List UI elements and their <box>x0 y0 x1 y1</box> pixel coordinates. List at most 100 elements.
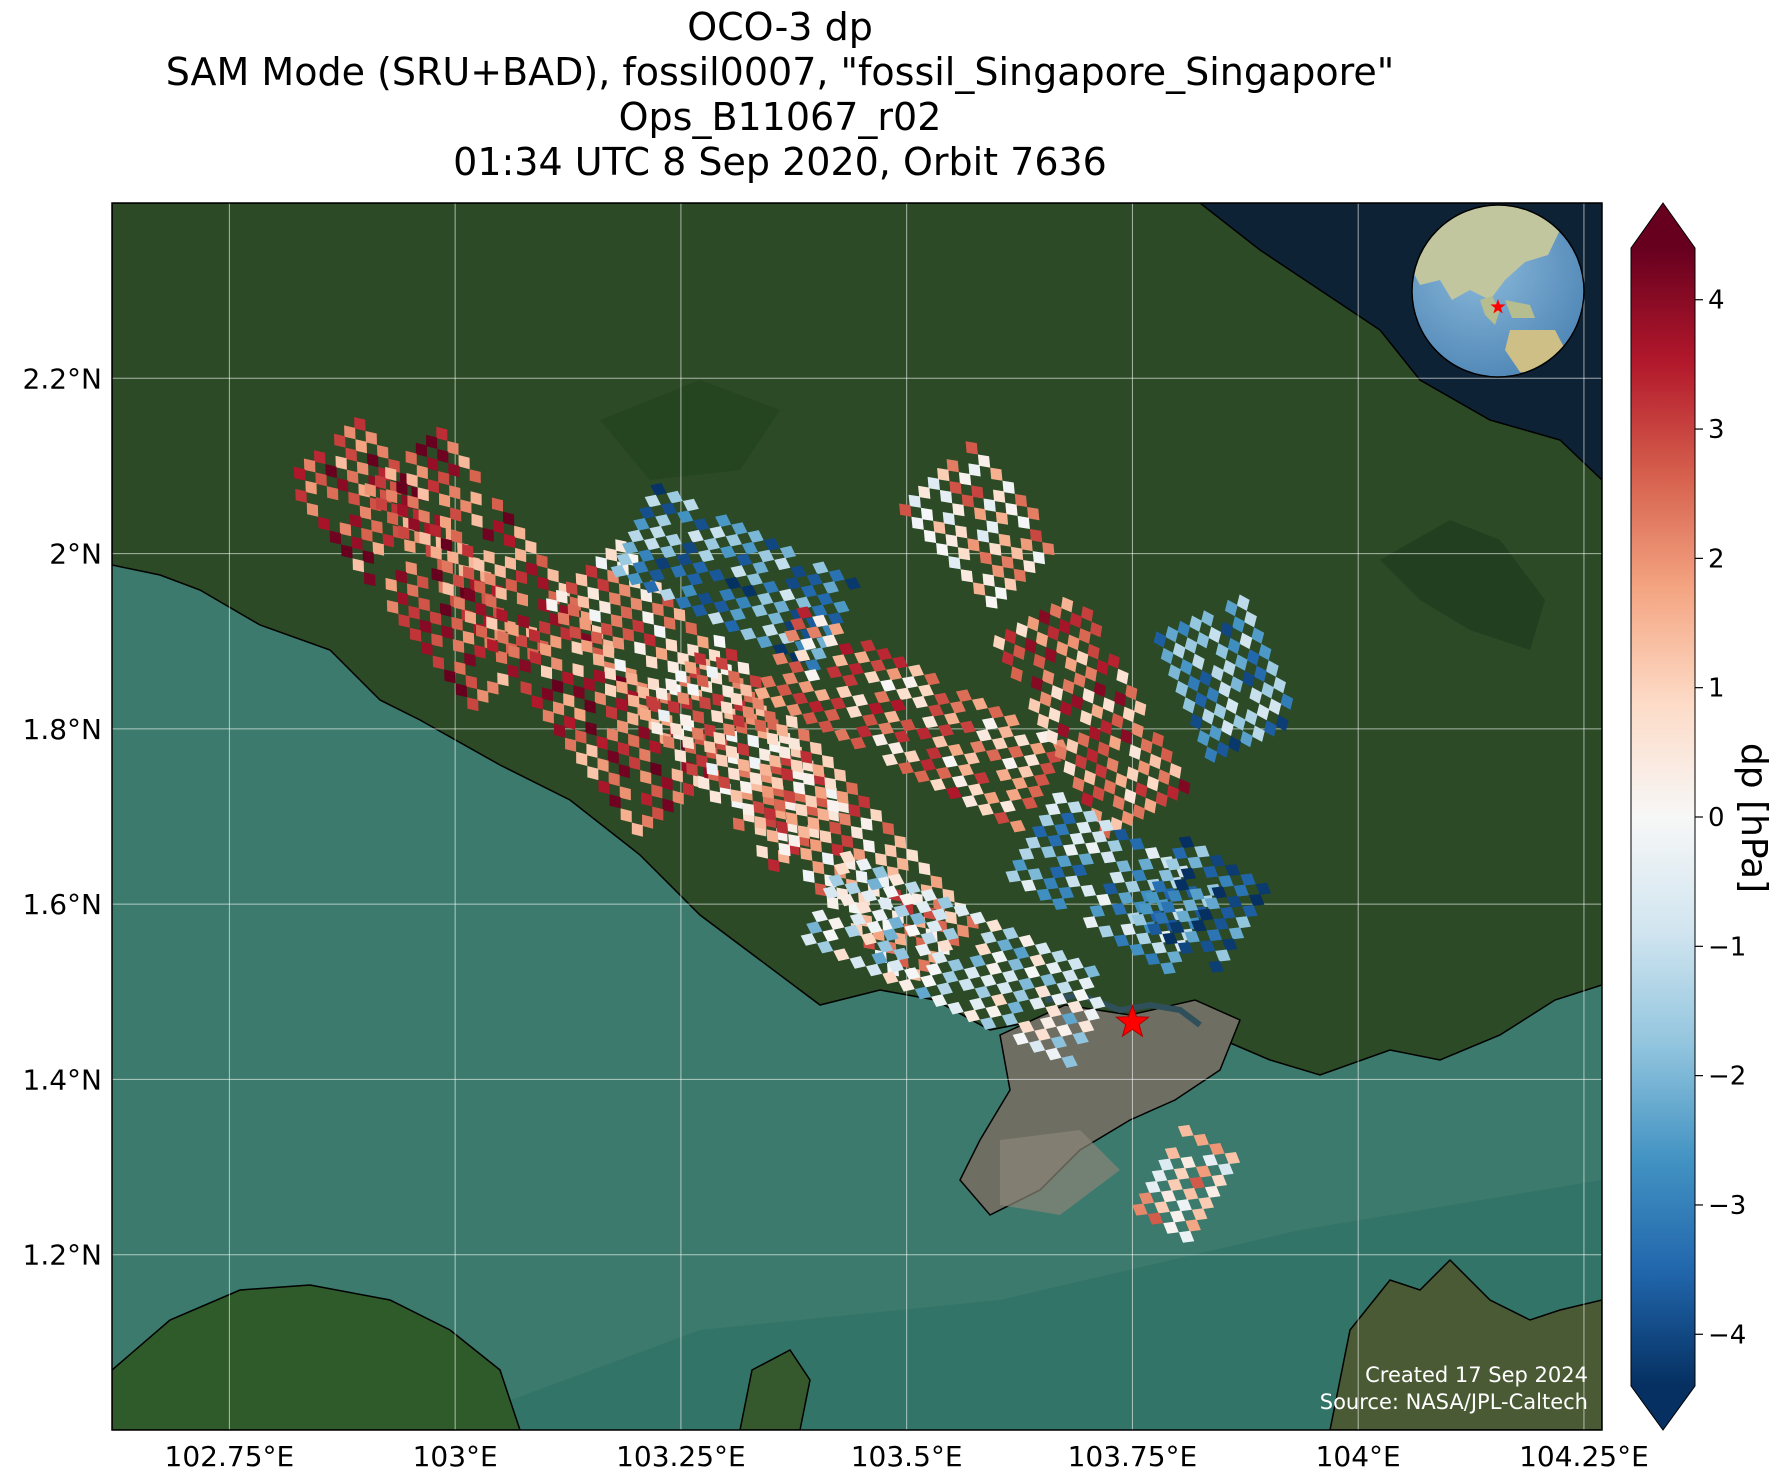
dp-pixel <box>1131 914 1147 926</box>
colorbar-outline <box>1630 202 1696 1431</box>
dp-pixel <box>862 839 875 853</box>
dp-pixel <box>318 516 330 531</box>
dp-pixel <box>776 820 789 835</box>
dp-pixel <box>387 511 399 526</box>
dp-pixel <box>553 723 565 738</box>
dp-pixel <box>616 680 628 695</box>
dp-pixel <box>1168 664 1181 681</box>
dp-pixel <box>969 740 986 754</box>
globe-outline <box>1411 204 1585 378</box>
dp-pixel <box>1061 1012 1078 1025</box>
dp-pixel <box>1131 722 1144 738</box>
dp-pixel <box>760 675 777 688</box>
singapore-urban <box>1000 1130 1120 1215</box>
dp-pixel <box>464 652 476 667</box>
dp-pixel <box>671 768 683 783</box>
dp-pixel <box>766 829 779 843</box>
dp-pixel <box>474 644 486 659</box>
dp-pixel <box>703 537 720 551</box>
dp-pixel <box>1209 1143 1225 1156</box>
dp-pixel <box>1134 700 1147 716</box>
dp-pixel <box>1234 654 1248 671</box>
chart-title-line-3: Ops_B11067_r02 <box>618 95 942 139</box>
dp-pixel <box>409 627 422 642</box>
dp-pixel <box>899 503 912 517</box>
dp-pixel <box>1048 707 1061 723</box>
dp-pixel <box>759 747 771 762</box>
dp-pixel <box>741 584 758 598</box>
dp-pixel <box>858 795 871 809</box>
dp-pixel <box>920 758 936 772</box>
dp-pixel <box>880 679 896 692</box>
dp-pixel <box>1172 847 1188 860</box>
dp-pixel <box>902 676 918 689</box>
dp-pixel <box>1121 810 1134 827</box>
lat-tick-label: 2°N <box>49 538 102 571</box>
dp-pixel <box>720 545 737 559</box>
dp-pixel <box>1027 785 1044 798</box>
dp-pixel <box>798 680 815 694</box>
dp-pixel <box>649 525 666 539</box>
dp-pixel <box>661 776 673 791</box>
dp-pixel <box>677 691 690 705</box>
dp-pixel <box>698 549 715 563</box>
dp-pixel <box>942 970 959 984</box>
dp-pixel <box>1021 796 1038 810</box>
dp-pixel <box>882 928 899 941</box>
dp-pixel <box>639 707 652 722</box>
dp-pixel <box>1067 634 1080 651</box>
dp-pixel <box>967 783 984 796</box>
dp-pixel <box>1218 1163 1234 1176</box>
dp-pixel <box>818 720 835 733</box>
dp-pixel <box>1129 744 1142 760</box>
dp-pixel <box>655 687 668 701</box>
dp-pixel <box>833 862 851 876</box>
dp-pixel <box>667 700 680 714</box>
dp-pixel <box>844 881 861 895</box>
dp-pixel <box>893 904 910 918</box>
dp-pixel <box>866 877 883 891</box>
lon-tick-label: 104.25°E <box>1519 1440 1649 1473</box>
dp-pixel <box>742 802 755 816</box>
dp-pixel <box>1089 905 1105 918</box>
dp-pixel <box>407 495 419 510</box>
dp-pixel <box>665 678 678 692</box>
dp-pixel <box>740 627 757 641</box>
dp-pixel <box>426 434 438 449</box>
dp-pixel <box>694 652 707 666</box>
dp-pixel <box>888 873 905 887</box>
dp-pixel <box>715 656 728 671</box>
dp-pixel <box>916 727 932 740</box>
dp-pixel <box>752 800 765 815</box>
dp-pixel <box>1018 977 1035 991</box>
dp-pixel <box>1018 848 1035 860</box>
dp-pixel <box>540 642 552 657</box>
dp-pixel <box>1096 893 1112 906</box>
dp-pixel <box>341 544 353 559</box>
created-credit: Created 17 Sep 2024 <box>1365 1363 1588 1387</box>
dp-pixel <box>1246 649 1260 666</box>
dp-pixel <box>1211 664 1224 682</box>
dp-pixel <box>408 605 420 620</box>
dp-pixel <box>955 689 972 702</box>
dp-pixel <box>1102 882 1119 895</box>
dp-pixel <box>1182 899 1198 912</box>
dp-pixel <box>672 790 684 805</box>
dp-pixel <box>983 791 1000 805</box>
dp-pixel <box>882 821 895 836</box>
dp-pixel <box>1239 632 1253 650</box>
dp-pixel <box>727 767 740 781</box>
dp-pixel <box>295 488 307 503</box>
dp-pixel <box>550 634 562 649</box>
dp-pixel <box>1015 622 1028 638</box>
dp-pixel <box>797 728 810 742</box>
dp-pixel <box>351 536 363 551</box>
dp-pixel <box>1138 858 1154 871</box>
dp-pixel <box>1067 1000 1084 1014</box>
dp-pixel <box>344 425 356 440</box>
dp-pixel <box>596 735 608 750</box>
dp-pixel <box>802 869 815 883</box>
dp-pixel <box>771 776 784 790</box>
dp-pixel <box>477 689 489 703</box>
dp-pixel <box>586 743 598 758</box>
